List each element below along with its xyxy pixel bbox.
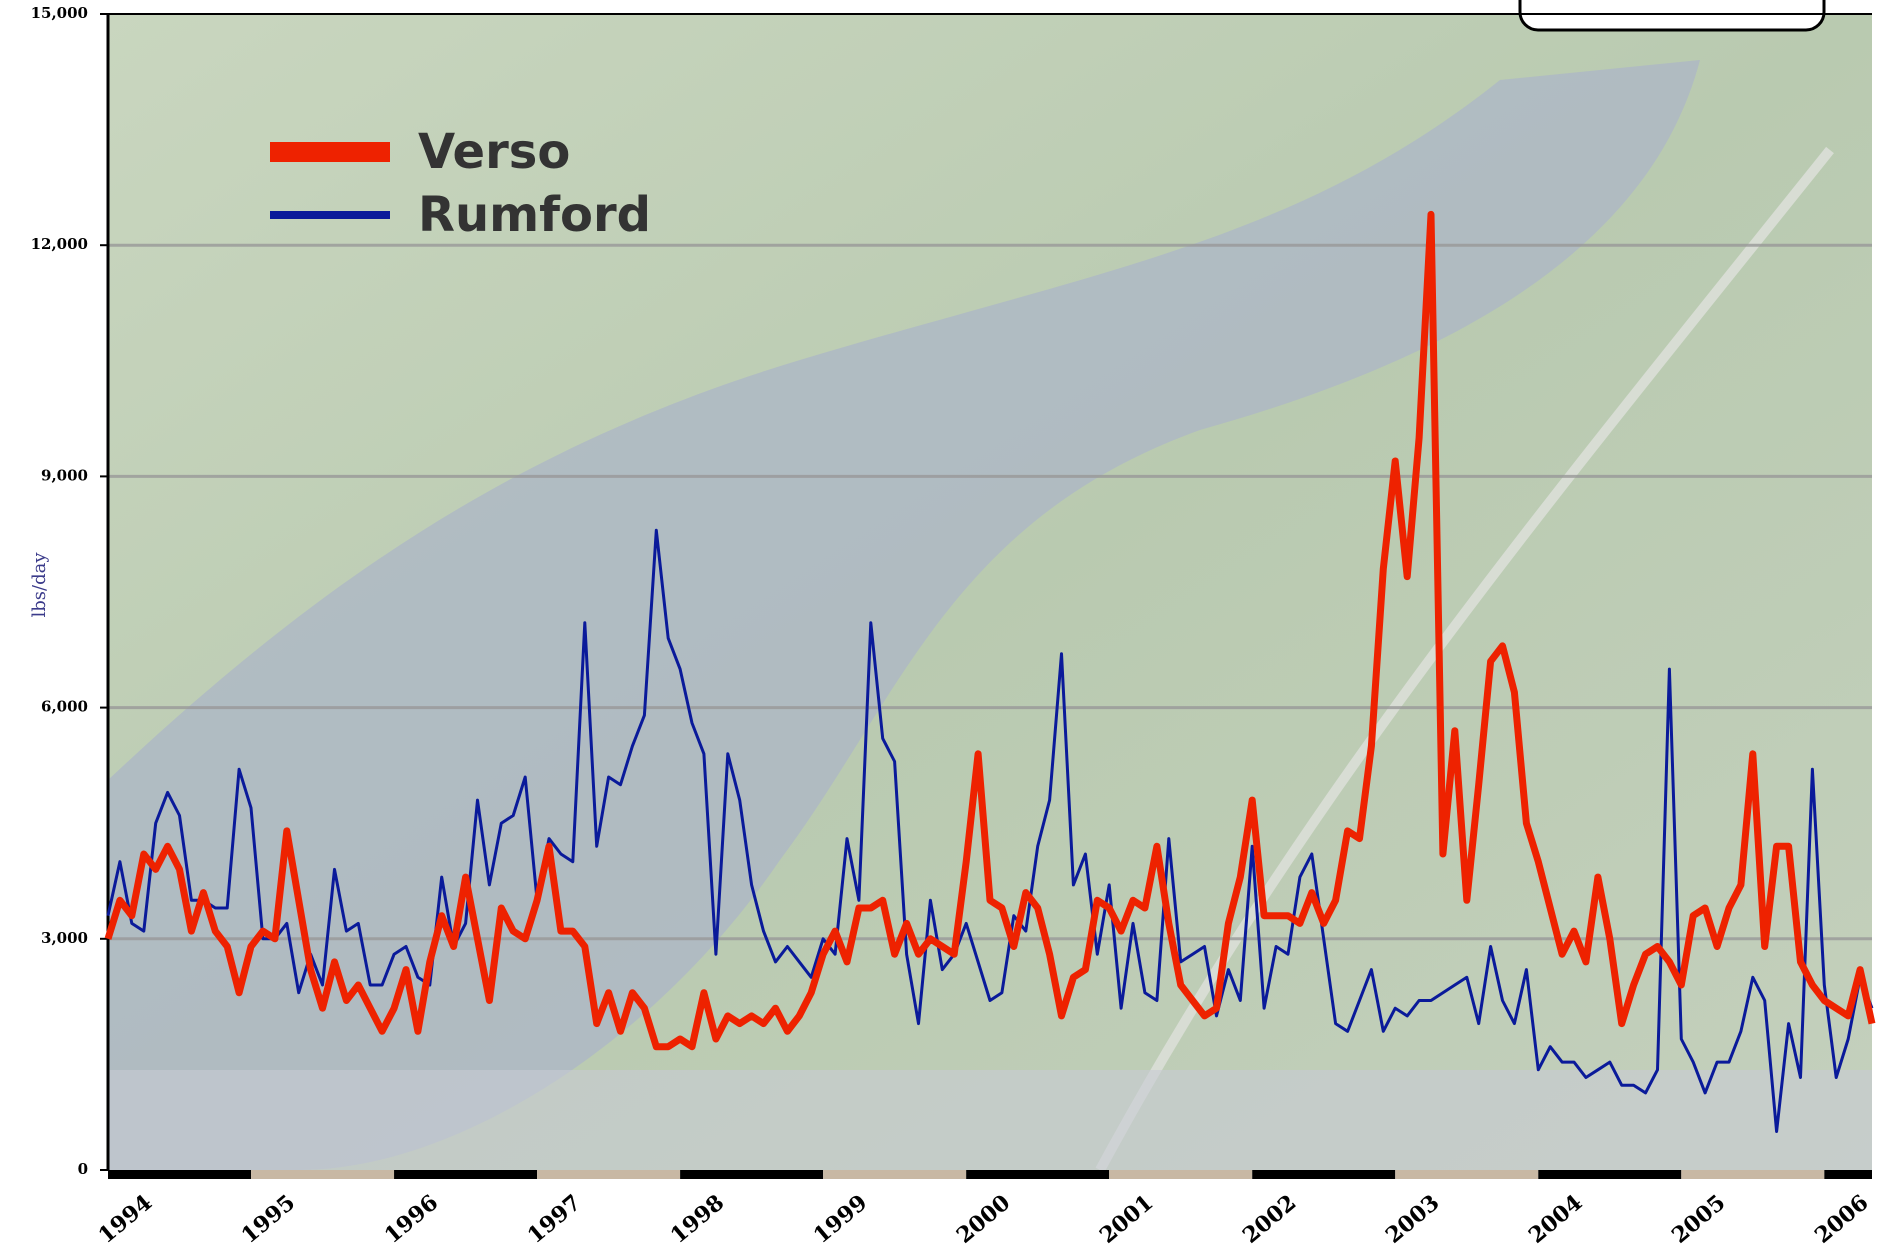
x-tick-label: 2006 (1810, 1190, 1874, 1249)
x-band (1395, 1170, 1539, 1179)
x-tick-label: 1995 (237, 1190, 301, 1249)
x-tick-label: 1999 (809, 1190, 873, 1249)
x-band (394, 1170, 538, 1179)
y-tick-label: 12,000 (31, 235, 88, 253)
x-band (680, 1170, 824, 1179)
x-tick-label: 2005 (1667, 1190, 1731, 1249)
x-band (537, 1170, 681, 1179)
series-line (104, 210, 1876, 1051)
x-tick-label: 2004 (1524, 1190, 1588, 1249)
y-tick-label: 15,000 (31, 4, 88, 22)
x-tick-label: 1996 (380, 1190, 444, 1249)
x-band (1252, 1170, 1396, 1179)
series-line (106, 528, 1874, 1133)
legend-label: Verso (418, 124, 570, 180)
x-band (1681, 1170, 1825, 1179)
x-tick-label: 1997 (523, 1190, 587, 1249)
x-tick-label: 1994 (94, 1190, 158, 1249)
x-tick-label: 2002 (1238, 1190, 1302, 1249)
x-tick-label: 1998 (666, 1190, 730, 1249)
x-band (966, 1170, 1110, 1179)
x-band (251, 1170, 395, 1179)
x-tick-label: 2001 (1095, 1190, 1159, 1249)
y-tick-label: 9,000 (41, 466, 88, 484)
x-tick-label: 2003 (1381, 1190, 1445, 1249)
x-band (823, 1170, 967, 1179)
y-tick-label: 0 (78, 1160, 88, 1178)
y-axis-label: lbs/day (29, 552, 50, 618)
x-band (1109, 1170, 1253, 1179)
x-band (108, 1170, 252, 1179)
x-band (1538, 1170, 1682, 1179)
y-tick-label: 6,000 (41, 698, 88, 716)
x-band (1824, 1170, 1872, 1179)
legend-label: Rumford (418, 187, 651, 243)
y-tick-label: 3,000 (41, 929, 88, 947)
x-tick-label: 2000 (952, 1190, 1016, 1249)
